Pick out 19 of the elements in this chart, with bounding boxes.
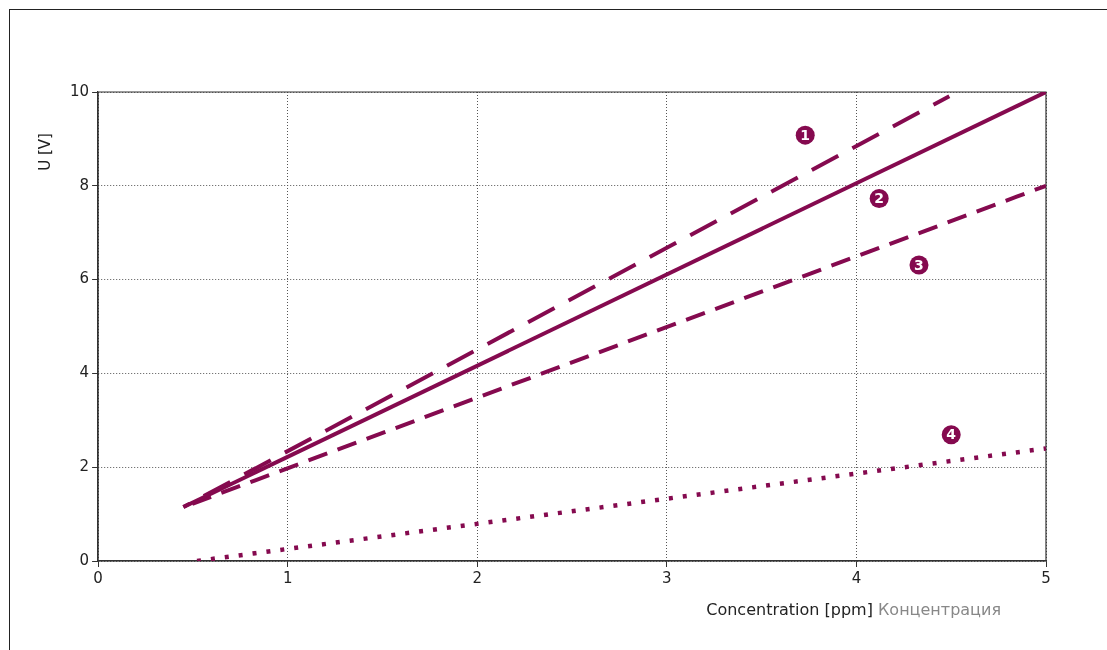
y-axis-title: U [V] <box>35 133 54 171</box>
x-tick-label: 1 <box>282 568 293 587</box>
x-tick-label: 4 <box>851 568 862 587</box>
annotation: 1 <box>800 126 811 143</box>
y-tick-label: 2 <box>79 457 90 476</box>
y-tick-label: 6 <box>79 269 90 288</box>
y-tick-label: 0 <box>79 550 90 569</box>
x-tick-label: 2 <box>472 568 483 587</box>
y-tick-label: 8 <box>79 175 90 194</box>
text: Концентрация <box>878 600 1001 620</box>
y-tick-label: 4 <box>79 363 90 382</box>
x-tick-label: 0 <box>93 568 103 587</box>
x-tick-label: 3 <box>662 568 672 587</box>
annotation: 2 <box>874 190 885 207</box>
annotation: 4 <box>946 426 957 443</box>
x-axis-title: Concentration [ppm] <box>706 600 873 620</box>
annotation: 3 <box>914 256 924 273</box>
y-tick-label: 10 <box>69 81 90 100</box>
x-tick-label: 5 <box>1041 568 1051 587</box>
